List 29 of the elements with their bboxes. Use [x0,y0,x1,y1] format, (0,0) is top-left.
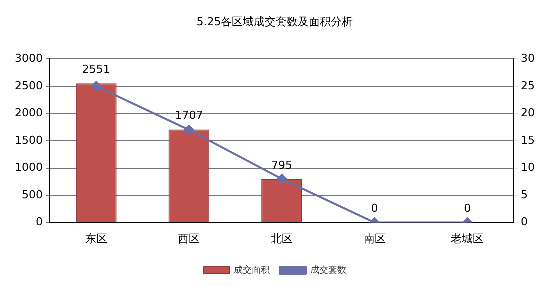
x-tick-label: 老城区 [451,232,484,246]
x-tick-label: 南区 [364,232,386,246]
data-label: 1707 [175,109,204,122]
y2-tick-label: 25 [521,79,536,92]
y-tick-label: 2000 [14,106,43,120]
y-tick-label: 500 [22,188,43,202]
y2-tick-label: 10 [521,161,536,174]
data-label: 795 [272,158,292,172]
y-tick-label: 2500 [14,79,43,92]
data-label: 2551 [82,63,110,76]
y2-tick-label: 15 [521,134,536,147]
y2-tick-label: 20 [521,106,536,120]
data-label: 0 [464,202,472,216]
y2-tick-label: 0 [521,216,528,229]
y-tick-label: 1500 [14,134,43,147]
point [91,81,102,92]
y2-tick-label: 30 [521,52,536,66]
point [184,125,194,136]
legend-label: 成交面积 [234,264,270,276]
x-tick-label: 北区 [271,232,293,246]
y-tick-label: 0 [36,216,43,229]
legend-label: 成交套数 [310,264,346,276]
x-tick-label: 东区 [85,232,108,246]
chart-title: 5.25各区域成交套数及面积分析 [196,15,354,28]
y-tick-label: 1000 [14,161,43,174]
y-tick-label: 3000 [14,52,43,66]
x-tick-label: 西区 [178,232,200,246]
data-label: 0 [371,202,378,216]
y2-tick-label: 5 [521,188,528,202]
